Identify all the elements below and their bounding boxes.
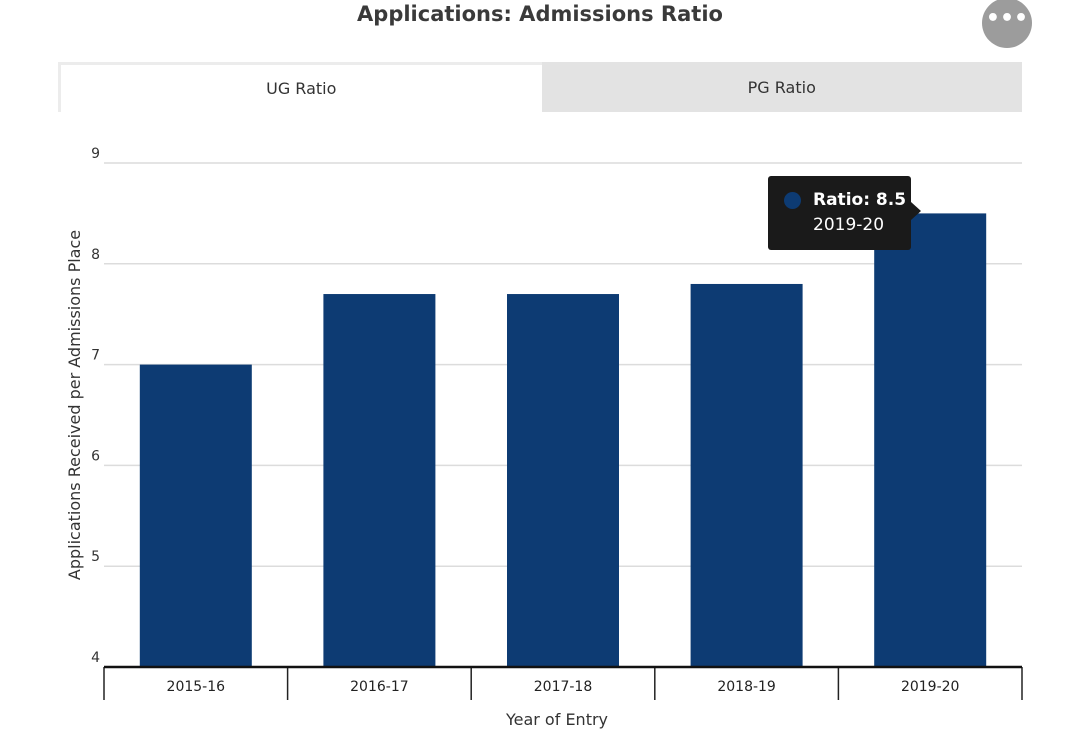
x-tick-label: 2018-19 [717, 679, 776, 695]
bar-2015-16[interactable] [139, 364, 252, 667]
tooltip-value: Ratio: 8.5 [813, 190, 907, 210]
more-horizontal-icon: ••• [985, 6, 1029, 31]
tooltip-category: 2019-20 [813, 215, 885, 235]
x-axis-label: Year of Entry [505, 710, 608, 729]
y-tick-label: 9 [91, 146, 100, 162]
bar-2017-18[interactable] [507, 294, 619, 667]
y-tick-label: 8 [91, 247, 100, 263]
y-axis-label: Applications Received per Admissions Pla… [65, 230, 84, 580]
bar-tooltip: Ratio: 8.5 2019-20 [768, 176, 921, 250]
x-tick-label: 2017-18 [534, 679, 593, 695]
ratio-tabs: UG Ratio PG Ratio [58, 62, 1022, 112]
y-tick-label: 6 [91, 448, 100, 464]
y-tick-label: 4 [91, 650, 100, 666]
y-tick-label: 5 [91, 549, 100, 565]
bar-2019-20[interactable] [874, 213, 987, 667]
y-tick-label: 7 [91, 348, 100, 364]
x-tick-label: 2016-17 [350, 679, 409, 695]
x-tick-label: 2015-16 [167, 679, 226, 695]
x-tick-label: 2019-20 [901, 679, 960, 695]
series-marker-icon [784, 191, 801, 209]
tab-ug-ratio[interactable]: UG Ratio [58, 62, 542, 112]
x-axis: 2015-16 2016-17 2017-18 2018-19 2019-20 [103, 665, 1023, 700]
chart-title: Applications: Admissions Ratio [357, 2, 723, 26]
bar-2018-19[interactable] [690, 283, 803, 667]
bar-2016-17[interactable] [323, 294, 436, 667]
chart-menu-button[interactable]: ••• [982, 0, 1032, 48]
y-axis-ticks: 4 5 6 7 8 9 [91, 146, 100, 666]
tab-pg-ratio[interactable]: PG Ratio [541, 62, 1022, 112]
bars [139, 213, 987, 667]
